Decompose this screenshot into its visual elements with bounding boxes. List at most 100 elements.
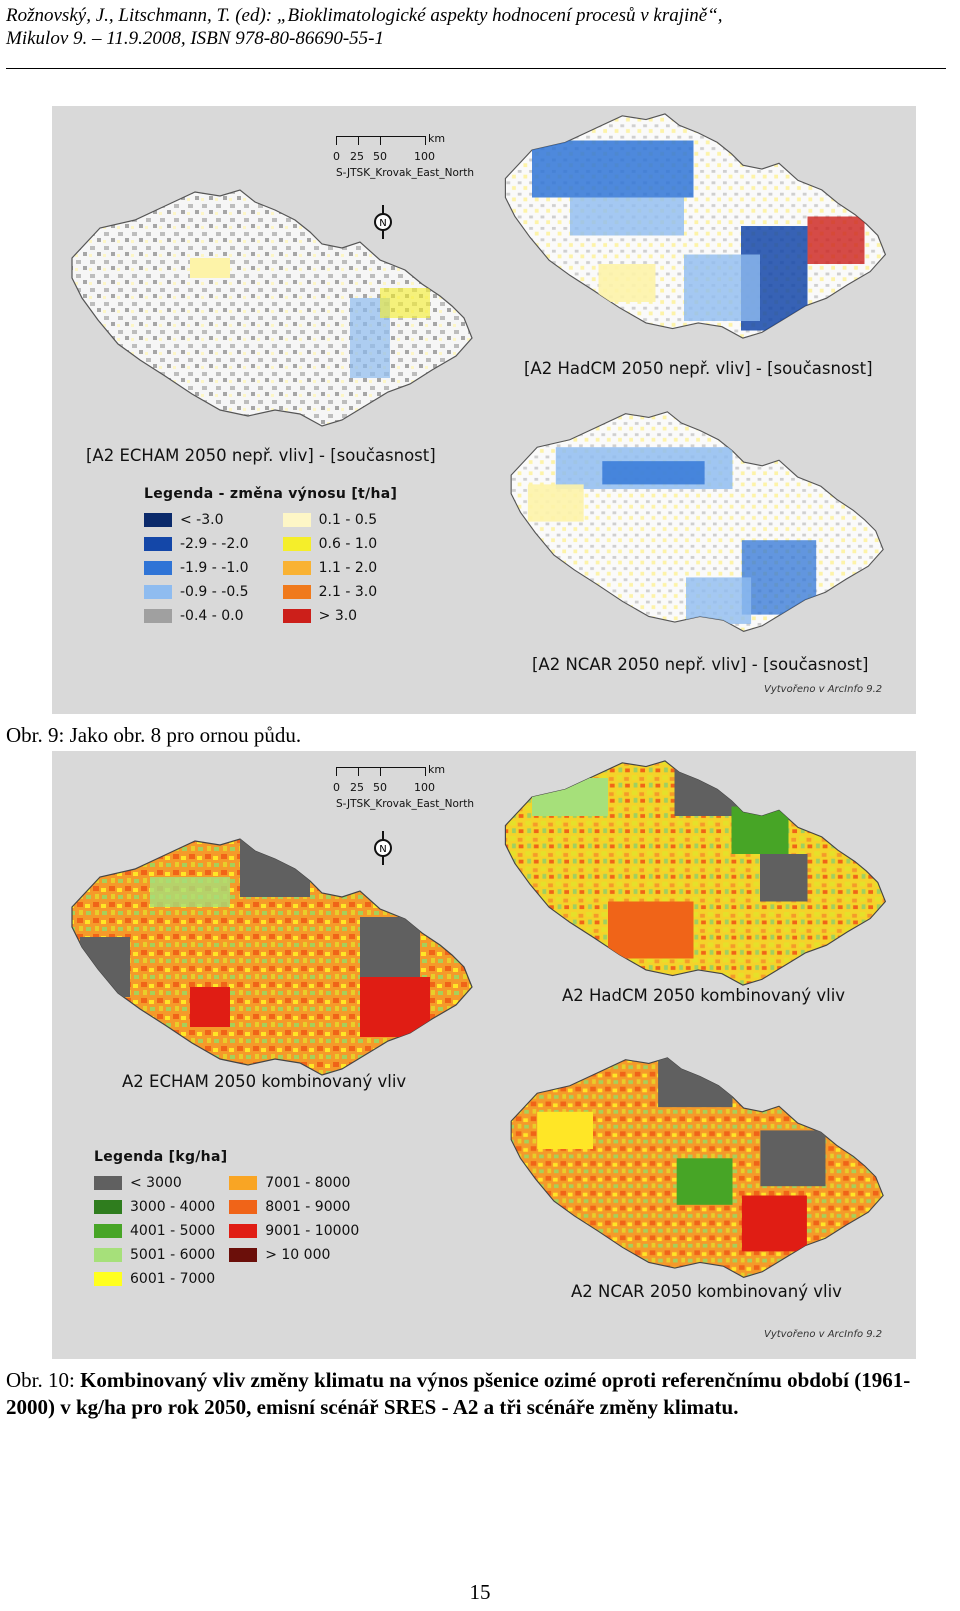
legend-label: -2.9 - -2.0 (180, 536, 249, 552)
map-title-hadcm-combined: A2 HadCM 2050 kombinovaný vliv (562, 986, 846, 1005)
map-title-hadcm: [A2 HadCM 2050 nepř. vliv] - [současnost… (524, 359, 873, 378)
legend-label: -1.9 - -1.0 (180, 560, 249, 576)
figure-10-maps (71, 760, 886, 1278)
legend-label: 9001 - 10000 (265, 1223, 360, 1239)
legend-label: 0.1 - 0.5 (318, 512, 378, 528)
legend-swatch (282, 609, 311, 623)
map-title-ncar: [A2 NCAR 2050 nepř. vliv] - [současnost] (532, 655, 869, 674)
legend-item: -2.9 - -2.0 (144, 532, 269, 556)
legend-swatch (282, 585, 311, 599)
figure-9-maps (71, 113, 886, 632)
north-label: N (379, 844, 386, 855)
map-echam-combined (71, 838, 473, 1076)
north-arrow-icon: N (374, 831, 392, 865)
legend-yield-kg: Legenda [kg/ha] < 3000 3000 - 4000 4001 … (94, 1149, 359, 1291)
legend-label: 5001 - 6000 (130, 1247, 216, 1263)
legend-swatch (94, 1248, 122, 1262)
legend-item: 0.6 - 1.0 (282, 532, 398, 556)
header-line-2: Mikulov 9. – 11.9.2008, ISBN 978-80-8669… (6, 28, 385, 49)
legend-item: 7001 - 8000 (229, 1171, 359, 1195)
north-label: N (379, 218, 386, 229)
page-number: 15 (469, 1580, 491, 1604)
credit-arcinfo: Vytvořeno v ArcInfo 9.2 (764, 684, 883, 695)
scale-tick-100: 100 (414, 781, 435, 794)
scale-unit: km (428, 132, 446, 145)
legend-item: > 3.0 (282, 604, 398, 628)
legend-item: 2.1 - 3.0 (282, 580, 398, 604)
legend-item: -0.4 - 0.0 (144, 604, 269, 628)
legend-label: 3000 - 4000 (130, 1199, 216, 1215)
scale-tick-50: 50 (373, 150, 387, 163)
legend-item: -0.9 - -0.5 (144, 580, 269, 604)
legend-item: < -3.0 (144, 508, 269, 532)
legend-swatch (144, 513, 172, 527)
figure-9-caption: Obr. 9: Jako obr. 8 pro ornou půdu. (6, 723, 302, 747)
legend-title: Legenda [kg/ha] (94, 1149, 228, 1165)
legend-item: 6001 - 7000 (94, 1267, 215, 1291)
legend-label: < -3.0 (180, 512, 224, 528)
map-ncar-combined (510, 1057, 884, 1278)
legend-item: 4001 - 5000 (94, 1219, 215, 1243)
legend-label: 1.1 - 2.0 (318, 560, 378, 576)
projection-label: S-JTSK_Krovak_East_North (336, 167, 474, 179)
map-echam-outline (71, 189, 473, 427)
map-title-echam-combined: A2 ECHAM 2050 kombinovaný vliv (122, 1072, 407, 1091)
legend-label: 2.1 - 3.0 (318, 584, 378, 600)
legend-swatch (144, 585, 172, 599)
figure-10-caption-lead: Obr. 10: (6, 1368, 75, 1392)
scale-bar: km 0 25 50 100 S-JTSK_Krovak_East_North (333, 763, 474, 810)
map-hadcm-outline (504, 113, 886, 339)
north-arrow-icon: N (374, 205, 392, 239)
figure-9: km 0 25 50 100 S-JTSK_Krovak_East_North … (52, 106, 916, 714)
header-rule (6, 68, 946, 69)
legend-yield-change: Legenda - změna výnosu [t/ha] < -3.0 -2.… (144, 486, 397, 628)
legend-swatch (94, 1176, 122, 1190)
legend-swatch (144, 609, 172, 623)
legend-swatch (282, 537, 311, 551)
legend-item: 9001 - 10000 (229, 1219, 359, 1243)
scale-tick-0: 0 (333, 150, 340, 163)
scale-tick-25: 25 (350, 781, 364, 794)
legend-swatch (282, 513, 311, 527)
legend-swatch (229, 1248, 258, 1262)
legend-item: 1.1 - 2.0 (282, 556, 398, 580)
legend-label: 8001 - 9000 (265, 1199, 351, 1215)
legend-title: Legenda - změna výnosu [t/ha] (144, 486, 398, 502)
legend-label: > 10 000 (265, 1247, 331, 1263)
credit-arcinfo: Vytvořeno v ArcInfo 9.2 (764, 1329, 883, 1340)
figure-10-caption-text: Kombinovaný vliv změny klimatu na výnos … (6, 1368, 911, 1419)
legend-label: 6001 - 7000 (130, 1271, 216, 1287)
legend-swatch (94, 1224, 122, 1238)
legend-item: -1.9 - -1.0 (144, 556, 269, 580)
legend-swatch (144, 561, 172, 575)
legend-label: 4001 - 5000 (130, 1223, 216, 1239)
legend-label: -0.9 - -0.5 (180, 584, 249, 600)
legend-swatch (94, 1272, 122, 1286)
scale-unit: km (428, 763, 446, 776)
figure-10: km 0 25 50 100 S-JTSK_Krovak_East_North … (52, 751, 916, 1359)
scale-tick-25: 25 (350, 150, 364, 163)
map-title-echam: [A2 ECHAM 2050 nepř. vliv] - [současnost… (86, 446, 436, 465)
scale-tick-100: 100 (414, 150, 435, 163)
scale-tick-0: 0 (333, 781, 340, 794)
running-header: Rožnovský, J., Litschmann, T. (ed): „Bio… (6, 4, 946, 50)
legend-item: 5001 - 6000 (94, 1243, 215, 1267)
legend-label: < 3000 (130, 1175, 182, 1191)
map-title-ncar-combined: A2 NCAR 2050 kombinovaný vliv (571, 1282, 842, 1301)
projection-label: S-JTSK_Krovak_East_North (336, 798, 474, 810)
legend-item: < 3000 (94, 1171, 215, 1195)
legend-label: > 3.0 (318, 608, 358, 624)
scale-tick-50: 50 (373, 781, 387, 794)
legend-item: 0.1 - 0.5 (282, 508, 398, 532)
map-hadcm-combined (504, 760, 886, 986)
scale-bar: km 0 25 50 100 S-JTSK_Krovak_East_North (333, 132, 474, 179)
legend-label: 7001 - 8000 (265, 1175, 351, 1191)
legend-swatch (229, 1224, 258, 1238)
legend-item: 8001 - 9000 (229, 1195, 359, 1219)
map-ncar-outline (510, 411, 884, 632)
legend-label: 0.6 - 1.0 (318, 536, 378, 552)
legend-item: > 10 000 (229, 1243, 359, 1267)
legend-swatch (229, 1200, 258, 1214)
legend-swatch (94, 1200, 122, 1214)
legend-swatch (229, 1176, 258, 1190)
